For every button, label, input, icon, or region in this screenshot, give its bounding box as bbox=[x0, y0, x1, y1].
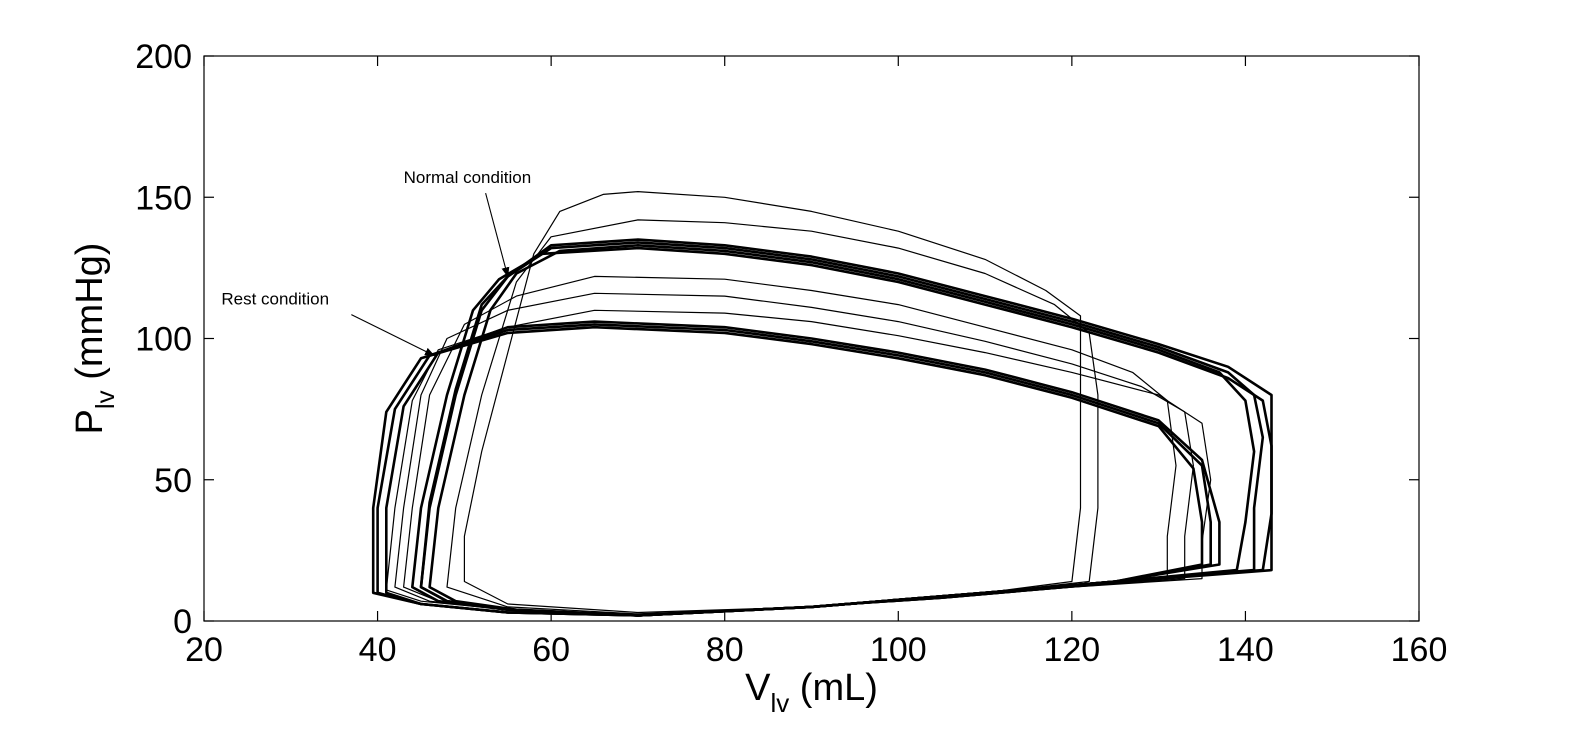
annotation-label-1: Rest condition bbox=[221, 290, 329, 309]
y-tick-label: 150 bbox=[135, 179, 192, 217]
x-tick-label: 20 bbox=[185, 631, 223, 669]
x-tick-label: 140 bbox=[1217, 631, 1274, 669]
y-tick-label: 200 bbox=[135, 38, 192, 76]
annotation-arrow-0 bbox=[485, 192, 510, 278]
series-layer bbox=[371, 191, 1273, 617]
pv-loop-rest-band-10 bbox=[385, 320, 1221, 617]
y-tick-label: 0 bbox=[173, 603, 192, 641]
tick-layer: 20 40 60 80 100 120 140 160 0 50 100 150 200 bbox=[135, 38, 1447, 669]
annotation-layer: Normal condition Rest condition bbox=[221, 168, 532, 356]
y-tick-label: 50 bbox=[154, 462, 192, 500]
pv-loop-transient-1 bbox=[446, 219, 1099, 615]
y-axis-label: Plv (mmHg) bbox=[69, 243, 120, 435]
x-tick-label: 160 bbox=[1391, 631, 1448, 669]
pv-loop-rest-band-11 bbox=[371, 325, 1204, 617]
annotation-label-0: Normal condition bbox=[404, 168, 532, 187]
y-axis-label-main: P bbox=[69, 409, 111, 434]
x-tick-label: 60 bbox=[532, 631, 570, 669]
x-axis-label-main: V bbox=[745, 667, 771, 709]
annotation-arrow-1 bbox=[351, 314, 435, 356]
x-tick-label: 100 bbox=[870, 631, 927, 669]
x-tick-label: 80 bbox=[706, 631, 744, 669]
x-axis-label-sub: lv bbox=[770, 688, 789, 718]
x-axis-label-unit: (mL) bbox=[789, 667, 878, 709]
x-axis-label: Vlv (mL) bbox=[745, 667, 878, 718]
pv-loop-normal-band-2 bbox=[419, 241, 1265, 617]
y-axis-label-unit: (mmHg) bbox=[69, 243, 111, 391]
y-tick-label: 100 bbox=[135, 321, 192, 359]
x-tick-label: 40 bbox=[359, 631, 397, 669]
y-axis-label-sub: lv bbox=[90, 390, 120, 409]
x-tick-label: 120 bbox=[1043, 631, 1100, 669]
